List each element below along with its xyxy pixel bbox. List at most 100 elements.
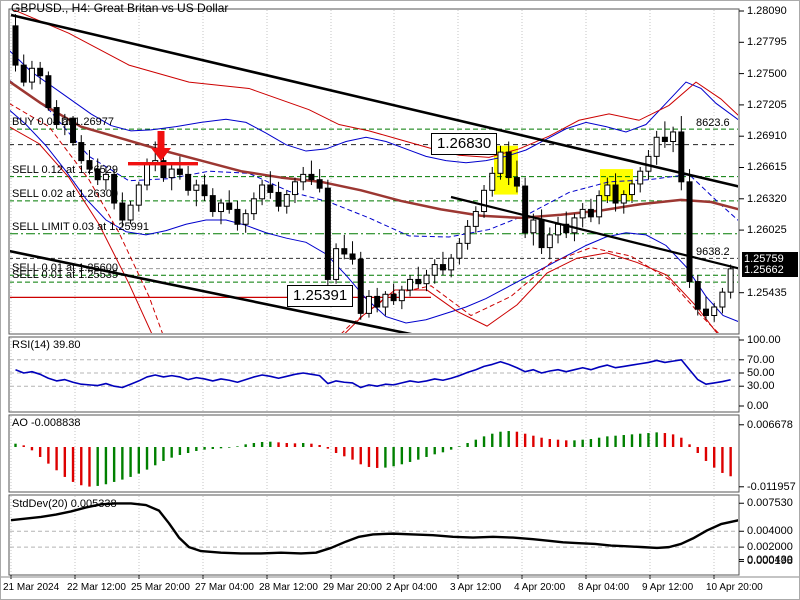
candle-body <box>472 211 479 227</box>
time-axis-label: 22 Mar 12:00 <box>67 582 126 593</box>
price-tag[interactable]: 1.25391 <box>287 285 354 308</box>
rsi-line <box>15 359 731 389</box>
candle-body <box>324 187 331 280</box>
candle-body <box>234 208 241 225</box>
order-line-label[interactable]: SELL LIMIT 0.03 at 1.25991 <box>12 220 149 233</box>
candle-body <box>300 173 307 183</box>
candle-body <box>144 163 151 186</box>
ao-histogram <box>14 431 732 487</box>
candle-body <box>357 258 364 314</box>
time-axis-label: 27 Mar 04:00 <box>195 582 254 593</box>
trendline[interactable] <box>9 249 425 337</box>
candle-body <box>242 213 249 225</box>
candle-body <box>176 168 183 175</box>
candle-body <box>160 160 167 179</box>
stddev-axis-label: 0.002000 <box>747 541 793 554</box>
candle-body <box>686 181 693 283</box>
candle-body <box>497 151 504 174</box>
bollinger-middle-line <box>10 80 738 238</box>
candle-body <box>135 184 142 206</box>
panel-frame-2 <box>8 414 740 493</box>
time-axis-label: 29 Mar 20:00 <box>323 582 382 593</box>
stddev-axis-label: 0.007530 <box>747 497 793 510</box>
sell-signal-marker <box>128 131 198 166</box>
trendlines[interactable] <box>9 13 741 337</box>
price-axis-label: 1.27205 <box>747 98 787 111</box>
axis-ticks <box>1 10 799 579</box>
time-axis-label: 28 Mar 12:00 <box>259 582 318 593</box>
candle-body <box>209 195 216 213</box>
candle-body <box>291 181 298 196</box>
order-line-label[interactable]: SELL 0.01 at 1.25535 <box>12 269 119 282</box>
candle-body <box>308 173 315 181</box>
trendline[interactable] <box>450 195 741 270</box>
candle-body <box>102 173 109 181</box>
stddev-axis-overlap-label: 0.000198 <box>747 555 793 568</box>
stddev-label: StdDev(20) 0.005338 <box>12 498 117 510</box>
rsi-label: RSI(14) 39.80 <box>12 339 81 351</box>
candle-body <box>119 202 126 221</box>
order-line-label[interactable]: SELL 0.02 at 1.26300 <box>12 187 119 200</box>
candle-body <box>579 208 586 219</box>
candle-body <box>555 223 562 236</box>
candle-body <box>61 117 68 126</box>
order-line-label[interactable]: SELL 0.01 at 1.25600 <box>12 262 119 275</box>
candle-body <box>226 202 233 210</box>
candle-body <box>267 184 274 193</box>
candle-body <box>727 268 734 293</box>
bollinger-upper-line <box>10 50 738 164</box>
trendline[interactable] <box>10 13 741 188</box>
candle-body <box>678 131 685 183</box>
rsi-axis-label: 0.00 <box>747 400 769 412</box>
candle-body <box>481 189 488 213</box>
time-axis-label: 21 Mar 2024 <box>3 582 60 593</box>
candle-body <box>168 168 175 179</box>
red-underline-mark <box>128 162 198 166</box>
candle-body <box>218 202 224 213</box>
candle-body <box>661 136 668 143</box>
candle-body <box>94 168 101 181</box>
moving-average-line <box>10 80 738 220</box>
candle-body <box>604 184 611 197</box>
order-line-label[interactable]: SELL 0.12 at 1.26529 <box>12 163 119 176</box>
candle-body <box>259 184 266 200</box>
price-axis-label: 1.26615 <box>747 161 787 174</box>
candle-body <box>78 142 85 162</box>
candle-body <box>111 173 118 204</box>
candle-body <box>587 208 594 218</box>
candle-body <box>250 198 257 215</box>
candle-body <box>12 25 19 66</box>
ao-axis-label: -0.011957 <box>747 480 796 493</box>
candle-body <box>333 248 340 280</box>
order-line-label[interactable]: BUY 0.04 at 1.26977 <box>12 116 114 129</box>
candle-body <box>374 295 381 308</box>
ao-axis-label: 0.006678 <box>747 418 793 431</box>
bid-price-label: 1.25662 <box>742 262 798 277</box>
time-axis-label: 25 Mar 20:00 <box>131 582 190 593</box>
side-level-label: 8623.6 <box>696 117 730 130</box>
candle-body <box>571 217 578 234</box>
candle-body <box>522 185 529 234</box>
price-axis-label: 1.26910 <box>747 130 787 143</box>
candle-body <box>629 183 635 196</box>
time-axis-label: 8 Apr 04:00 <box>578 582 630 593</box>
candle-body <box>653 136 660 157</box>
candle-body <box>637 170 644 185</box>
candle-body <box>201 184 208 197</box>
candle-body <box>489 172 496 191</box>
candle-body <box>382 293 389 308</box>
price-tag[interactable]: 1.26830 <box>431 132 498 155</box>
price-axis-label: 1.26320 <box>747 192 787 205</box>
time-axis-label: 2 Apr 04:00 <box>386 582 438 593</box>
price-axis-label: 1.28090 <box>747 5 787 17</box>
candle-body <box>349 253 356 260</box>
price-axis-label: 1.25435 <box>747 286 787 299</box>
candle-body <box>53 107 60 126</box>
candle-body <box>398 289 405 302</box>
candlestick-layer <box>12 14 734 322</box>
candle-body <box>711 306 718 317</box>
candle-body <box>448 257 455 271</box>
candle-body <box>415 278 422 285</box>
ao-label: AO -0.008838 <box>12 417 81 429</box>
